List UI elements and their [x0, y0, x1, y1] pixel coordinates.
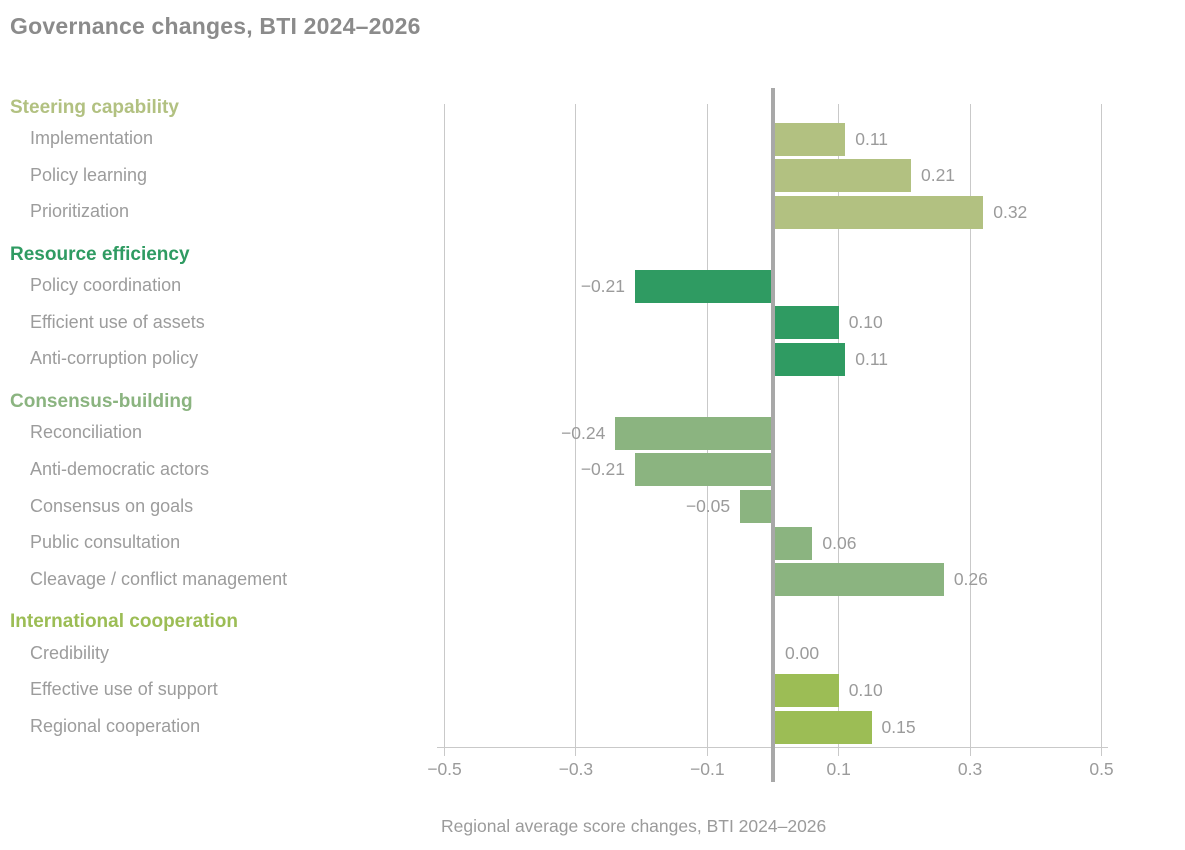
bar: [773, 159, 911, 193]
value-label: 0.10: [848, 679, 883, 700]
chart-title: Governance changes, BTI 2024–2026: [10, 13, 421, 39]
row-label: Policy coordination: [30, 275, 182, 296]
bar: [773, 306, 839, 340]
bar: [773, 195, 984, 229]
bar: [635, 453, 773, 487]
row-label: Efficient use of assets: [30, 311, 205, 332]
row-label: Effective use of support: [30, 679, 218, 700]
axis-tick: [969, 747, 971, 756]
x-tick-label: −0.3: [558, 759, 594, 779]
value-label: 0.21: [920, 165, 956, 186]
gridline: [444, 104, 445, 747]
gridline: [1101, 104, 1102, 747]
group-header: Consensus-building: [10, 390, 193, 412]
gridline: [838, 104, 840, 747]
bar: [615, 416, 773, 450]
row-label: Cleavage / conflict management: [30, 568, 288, 589]
value-label: 0.10: [848, 312, 883, 333]
axis-tick: [575, 747, 577, 756]
value-label: 0.00: [785, 643, 820, 664]
x-tick-label: 0.3: [957, 759, 983, 779]
row-label: Implementation: [30, 128, 154, 148]
value-label: −0.21: [580, 275, 626, 296]
row-label: Consensus on goals: [30, 495, 194, 516]
row-label: Anti-corruption policy: [30, 348, 199, 369]
bar: [773, 673, 839, 707]
row-label: Reconciliation: [30, 422, 143, 443]
x-tick-label: −0.1: [690, 759, 725, 779]
bar: [773, 122, 846, 156]
value-label: 0.11: [855, 348, 889, 369]
row-label: Prioritization: [30, 201, 130, 222]
value-label: 0.06: [822, 532, 857, 553]
axis-tick: [838, 747, 840, 756]
row-label: Credibility: [30, 642, 110, 663]
x-tick-label: 0.5: [1089, 759, 1114, 779]
value-label: 0.32: [993, 201, 1028, 222]
group-header: Resource efficiency: [10, 243, 190, 265]
value-label: −0.24: [561, 422, 606, 443]
x-tick-label: −0.5: [427, 759, 462, 779]
bar: [773, 710, 872, 744]
gridline: [575, 104, 577, 747]
bar: [773, 342, 846, 376]
gridline: [969, 104, 971, 747]
bar: [635, 269, 773, 303]
row-label: Anti-democratic actors: [30, 458, 210, 479]
axis-tick: [444, 747, 445, 756]
x-axis-caption: Regional average score changes, BTI 2024…: [441, 816, 827, 836]
group-header: Steering capability: [10, 96, 179, 118]
row-label: Policy learning: [30, 164, 148, 185]
value-label: −0.05: [685, 496, 731, 517]
row-label: Public consultation: [30, 532, 181, 553]
value-label: 0.11: [855, 128, 889, 149]
value-label: 0.15: [881, 716, 916, 737]
row-label: Regional cooperation: [30, 716, 201, 737]
axis-tick: [1101, 747, 1102, 756]
bar: [740, 490, 773, 524]
value-label: 0.26: [953, 569, 988, 590]
x-tick-label: 0.1: [826, 759, 851, 779]
zero-baseline: [771, 88, 775, 782]
axis-tick: [706, 747, 708, 756]
group-header: International cooperation: [10, 611, 239, 633]
bar: [773, 526, 813, 560]
bar: [773, 563, 944, 597]
value-label: −0.21: [580, 459, 626, 480]
